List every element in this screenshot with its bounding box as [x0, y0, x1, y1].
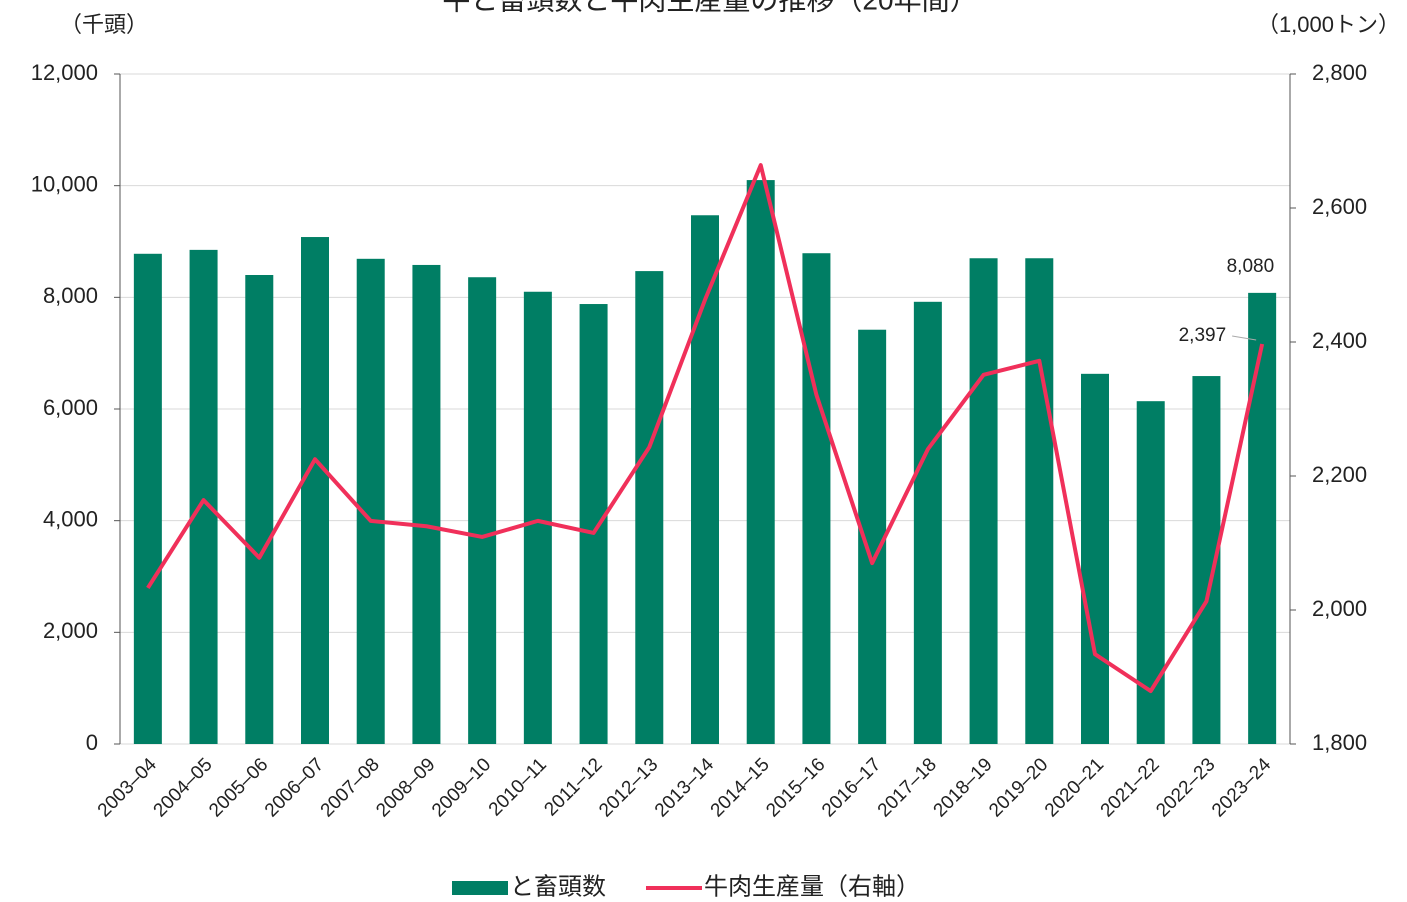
x-tick-label: 2004–05 — [150, 754, 217, 821]
y-tick-label: 10,000 — [31, 171, 98, 196]
x-tick-label: 2021–22 — [1097, 754, 1164, 821]
x-tick-label: 2005–06 — [205, 754, 272, 821]
y-axis-label: （千頭） — [60, 12, 148, 37]
y-tick-label: 6,000 — [43, 395, 98, 420]
bar — [523, 291, 552, 744]
x-tick-label: 2018–19 — [930, 754, 997, 821]
y2-tick-label: 2,800 — [1312, 60, 1367, 85]
y2-tick-label: 1,800 — [1312, 730, 1367, 755]
bar — [301, 237, 329, 745]
bar — [189, 249, 218, 744]
bar — [579, 304, 608, 744]
bar — [1025, 258, 1054, 744]
y2-axis-label: （1,000トン） — [1257, 12, 1400, 37]
x-tick-label: 2003–04 — [94, 754, 161, 821]
y-tick-label: 12,000 — [31, 60, 98, 85]
x-tick-label: 2013–14 — [651, 754, 718, 821]
x-tick-label: 2015–16 — [762, 754, 829, 821]
bar — [133, 253, 162, 745]
y-tick-label: 8,000 — [43, 283, 98, 308]
x-tick-label: 2023–24 — [1208, 754, 1275, 821]
x-tick-label: 2009–10 — [428, 754, 495, 821]
y2-tick-label: 2,400 — [1312, 328, 1367, 353]
x-tick-label: 2010–11 — [485, 754, 551, 820]
x-tick-label: 2019–20 — [985, 754, 1052, 821]
legend-swatch — [452, 881, 508, 895]
bar — [412, 264, 441, 744]
bar — [802, 253, 831, 744]
data-label: 8,080 — [1227, 256, 1275, 277]
y2-tick-label: 2,000 — [1312, 596, 1367, 621]
bar — [635, 271, 664, 744]
bar — [468, 277, 497, 744]
bar — [245, 275, 274, 744]
y-tick-label: 4,000 — [43, 506, 98, 531]
line — [146, 163, 1265, 694]
chart-title: 牛と畜頭数と牛肉生産量の推移（20年間） — [442, 0, 977, 15]
x-tick-label: 2022–23 — [1152, 754, 1219, 821]
x-tick-label: 2008–09 — [372, 754, 439, 821]
y2-tick-label: 2,200 — [1312, 462, 1367, 487]
x-tick-label: 2011–12 — [540, 754, 606, 820]
x-tick-label: 2017–18 — [874, 754, 941, 821]
bar — [1248, 292, 1277, 744]
bar — [356, 258, 385, 744]
y-tick-label: 2,000 — [43, 618, 98, 643]
x-tick-label: 2007–08 — [317, 754, 384, 821]
x-tick-label: 2020–21 — [1041, 754, 1108, 821]
bar — [913, 301, 942, 744]
bar — [746, 180, 775, 745]
bar — [1081, 373, 1109, 744]
x-tick-label: 2014–15 — [707, 754, 774, 821]
bar — [969, 258, 998, 744]
legend-label: 牛肉生産量（右軸） — [704, 873, 920, 900]
legend-label: と畜頭数 — [510, 873, 606, 900]
leader-line — [1232, 335, 1257, 341]
x-tick-label: 2016–17 — [818, 754, 885, 821]
y2-tick-label: 2,600 — [1312, 194, 1367, 219]
data-label: 2,397 — [1179, 325, 1227, 346]
x-tick-label: 2012–13 — [595, 754, 662, 821]
x-tick-label: 2006–07 — [261, 754, 328, 821]
y-tick-label: 0 — [86, 730, 98, 755]
